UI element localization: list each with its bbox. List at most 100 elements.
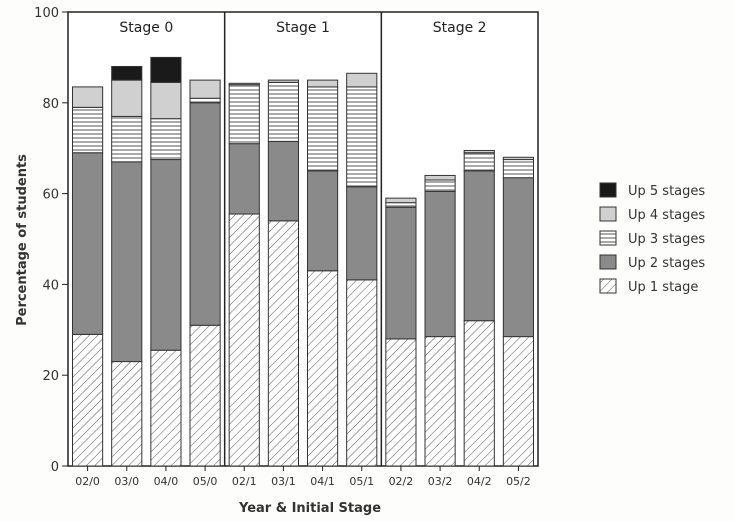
bar-segment-up-1-stage	[463, 320, 495, 467]
bar-stack-05-1	[346, 72, 378, 467]
x-tick-label: 05/0	[193, 475, 218, 488]
y-tick-label: 40	[42, 278, 59, 293]
bar-segment-up-2-stages	[72, 152, 104, 335]
bar-segment-up-1-stage	[502, 336, 534, 467]
x-tick-label: 04/1	[310, 475, 335, 488]
legend-label: Up 2 stages	[628, 256, 705, 271]
legend: Up 5 stages Up 4 stages Up 3 stages Up 2 st…	[599, 182, 705, 295]
bar-segment-up-2-stages	[111, 161, 143, 363]
bar-segment-up-1-stage	[111, 361, 143, 467]
bar-segment-up-4-stages	[463, 149, 495, 154]
legend-item: Up 3 stages	[599, 230, 705, 247]
bar-stack-04-1	[307, 79, 339, 467]
x-tick-label: 04/0	[154, 475, 179, 488]
bar-segment-up-4-stages	[307, 79, 339, 88]
bar-segment-up-3-stages	[189, 97, 221, 104]
bar-segment-up-2-stages	[424, 190, 456, 338]
bar-stack-03-1	[267, 79, 299, 467]
y-tick-label: 0	[51, 460, 59, 475]
y-axis-title: Percentage of students	[15, 154, 30, 326]
bar-segment-up-2-stages	[463, 170, 495, 322]
x-tick-label: 02/2	[389, 475, 414, 488]
plot-frame	[67, 11, 539, 467]
bar-segment-up-4-stages	[228, 82, 260, 86]
bar-stack-02-0	[72, 86, 104, 467]
bar-segment-up-1-stage	[385, 338, 417, 467]
panel-label: Stage 1	[276, 20, 330, 36]
bar-segment-up-1-stage	[424, 336, 456, 467]
bar-segment-up-2-stages	[228, 143, 260, 215]
legend-swatch	[599, 254, 617, 270]
bar-stack-05-0	[189, 79, 221, 467]
bar-segment-up-3-stages	[346, 86, 378, 188]
bar-segment-up-4-stages	[72, 86, 104, 108]
legend-item: Up 2 stages	[599, 254, 705, 271]
x-tick-label: 02/1	[232, 475, 257, 488]
bar-segment-up-2-stages	[189, 102, 221, 326]
panel-label: Stage 2	[433, 20, 487, 36]
bar-stack-05-2	[502, 156, 534, 467]
bar-segment-up-2-stages	[385, 206, 417, 340]
bar-segment-up-4-stages	[385, 197, 417, 204]
x-tick-label: 02/0	[75, 475, 100, 488]
bar-segment-up-4-stages	[267, 79, 299, 83]
plot-area	[67, 11, 539, 467]
bar-segment-up-1-stage	[267, 220, 299, 467]
legend-label: Up 3 stages	[628, 232, 705, 247]
bar-segment-up-2-stages	[346, 186, 378, 281]
bar-segment-up-5-stages	[150, 56, 182, 83]
bar-segment-up-1-stage	[189, 324, 221, 467]
legend-item: Up 5 stages	[599, 182, 705, 199]
bar-segment-up-3-stages	[111, 115, 143, 163]
bar-segment-up-1-stage	[346, 279, 378, 467]
bar-segment-up-3-stages	[502, 159, 534, 179]
bar-segment-up-4-stages	[150, 81, 182, 120]
bar-segment-up-3-stages	[72, 106, 104, 154]
legend-swatch	[599, 278, 617, 294]
legend-label: Up 4 stages	[628, 208, 705, 223]
x-tick-label: 03/2	[428, 475, 453, 488]
bar-segment-up-1-stage	[228, 213, 260, 467]
bar-segment-up-3-stages	[385, 202, 417, 208]
bar-segment-up-2-stages	[502, 177, 534, 338]
bar-segment-up-2-stages	[150, 159, 182, 351]
legend-item: Up 1 stage	[599, 278, 698, 295]
bar-segment-up-2-stages	[267, 140, 299, 222]
legend-swatch	[599, 182, 617, 198]
bar-segment-up-4-stages	[502, 156, 534, 161]
y-tick-label: 80	[42, 97, 59, 112]
bar-stack-04-0	[150, 56, 182, 467]
bar-segment-up-4-stages	[189, 79, 221, 99]
bar-stack-02-1	[228, 82, 260, 467]
bar-segment-up-4-stages	[424, 174, 456, 181]
bar-segment-up-3-stages	[228, 84, 260, 145]
y-tick-label: 60	[42, 188, 59, 203]
bar-segment-up-1-stage	[72, 333, 104, 467]
bar-segment-up-4-stages	[111, 79, 143, 117]
x-tick-label: 05/2	[506, 475, 531, 488]
bars-layer	[72, 56, 534, 467]
bar-segment-up-5-stages	[111, 65, 143, 81]
legend-swatch	[599, 230, 617, 246]
bar-stack-04-2	[463, 149, 495, 467]
bar-segment-up-1-stage	[150, 349, 182, 467]
panel-dividers: Stage 0 Stage 1 Stage 2	[119, 12, 487, 466]
x-tick-label: 04/2	[467, 475, 492, 488]
legend-label: Up 5 stages	[628, 184, 705, 199]
y-tick-label: 100	[34, 6, 59, 21]
bar-stack-03-0	[111, 65, 143, 467]
bar-segment-up-1-stage	[307, 270, 339, 467]
x-axis: 02/0 03/0 04/0 05/0 02/1 03/1 04/1 05/1 02/2 03/2…	[75, 466, 531, 488]
x-tick-label: 03/0	[114, 475, 139, 488]
bar-segment-up-3-stages	[307, 86, 339, 172]
bar-segment-up-3-stages	[150, 118, 182, 161]
legend-label: Up 1 stage	[628, 280, 698, 295]
bar-segment-up-4-stages	[346, 72, 378, 88]
x-axis-title: Year & Initial Stage	[238, 501, 381, 516]
bar-segment-up-2-stages	[307, 170, 339, 272]
bar-stack-02-2	[385, 197, 417, 467]
x-tick-label: 03/1	[271, 475, 296, 488]
y-tick-label: 20	[42, 369, 59, 384]
bar-segment-up-3-stages	[424, 179, 456, 192]
